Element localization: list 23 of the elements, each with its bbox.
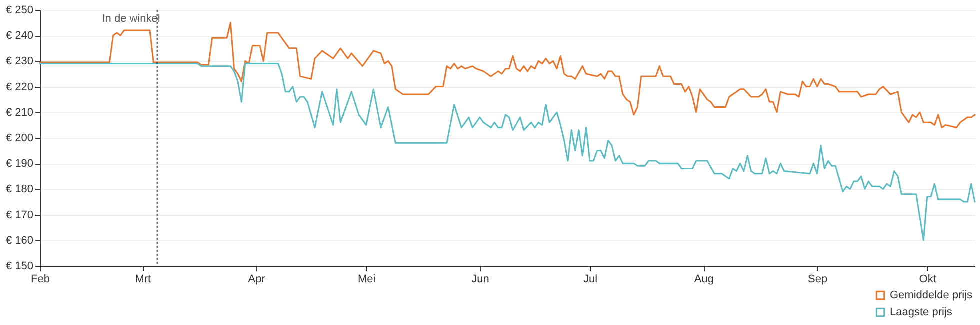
x-tick-label: Sep (808, 274, 828, 286)
x-tick-label: Mrt (135, 274, 152, 286)
ref-line-label: In de winkel (102, 13, 160, 25)
x-tick-label: Apr (248, 274, 266, 286)
x-tick-label: Aug (694, 274, 714, 286)
y-tick-label: € 240 (6, 30, 34, 42)
y-tick-label: € 160 (6, 234, 34, 247)
y-tick-label: € 210 (6, 106, 34, 119)
y-tick-label: € 230 (6, 56, 34, 68)
y-tick-label: € 150 (6, 260, 34, 272)
y-tick-label: € 190 (6, 158, 34, 170)
y-tick-label: € 170 (6, 209, 34, 222)
y-tick-label: € 250 (6, 4, 34, 16)
x-tick-label: Jul (583, 274, 598, 286)
legend-label: Gemiddelde prijs (890, 290, 974, 302)
x-tick-label: Feb (31, 274, 50, 286)
x-tick-label: Jun (472, 274, 490, 286)
y-tick-label: € 180 (6, 184, 34, 196)
y-tick-label: € 220 (6, 81, 34, 94)
x-tick-label: Mei (358, 274, 376, 286)
x-tick-label: Okt (919, 274, 936, 286)
legend-label: Laagste prijs (890, 306, 953, 318)
y-tick-label: € 200 (6, 132, 34, 144)
